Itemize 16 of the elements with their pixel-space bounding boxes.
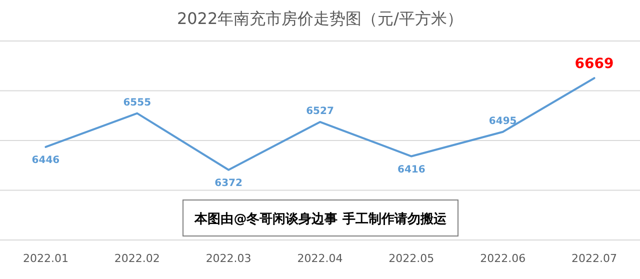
annotation: 本图由@冬哥闲谈身边事 手工制作请勿搬运 — [194, 211, 448, 227]
x-tick-label: 2022.05 — [388, 252, 434, 265]
x-tick-label: 2022.01 — [22, 252, 68, 265]
data-label: 6372 — [214, 178, 243, 189]
data-label: 6495 — [488, 116, 517, 127]
data-label: 6669 — [574, 56, 614, 72]
x-tick-label: 2022.07 — [572, 252, 618, 265]
x-tick-label: 2022.04 — [297, 252, 343, 265]
chart-title: 2022年南充市房价走势图（元/平方米） — [176, 9, 464, 28]
data-label: 6446 — [32, 154, 60, 166]
data-label: 6555 — [123, 97, 152, 108]
data-label: 6416 — [398, 164, 426, 176]
x-tick-label: 2022.06 — [480, 252, 526, 265]
data-label: 6527 — [306, 106, 334, 117]
x-tick-label: 2022.03 — [206, 252, 252, 265]
x-tick-label: 2022.02 — [114, 252, 160, 265]
